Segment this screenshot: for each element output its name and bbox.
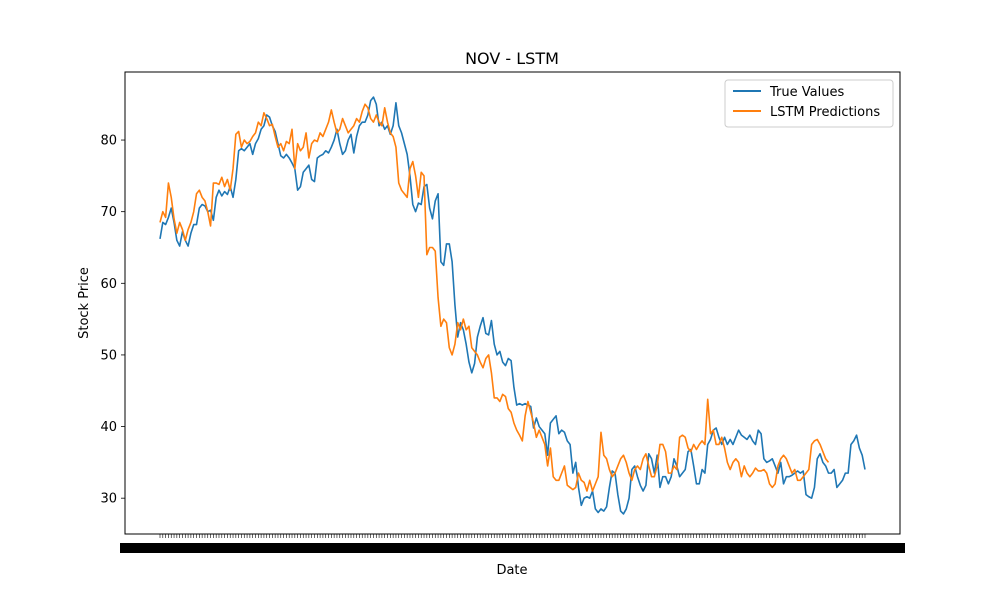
x-axis-ticks — [120, 534, 905, 553]
series-line-lstm-predictions — [159, 103, 830, 492]
series-line-true-values — [159, 96, 866, 515]
legend-label-true-values: True Values — [769, 85, 844, 100]
plot-frame — [124, 71, 901, 535]
y-axis-label: Stock Price — [77, 267, 92, 339]
x-tick-labels-overlap — [120, 543, 905, 553]
legend-label-lstm-predictions: LSTM Predictions — [770, 105, 880, 120]
series-layer — [159, 96, 866, 515]
y-tick-label: 80 — [100, 134, 117, 149]
y-axis-ticks: 30 40 50 60 70 80 — [100, 134, 125, 507]
y-tick-label: 60 — [100, 277, 117, 292]
chart-title: NOV - LSTM — [465, 49, 559, 68]
legend: True Values LSTM Predictions — [724, 79, 894, 128]
x-axis-label: Date — [496, 563, 527, 578]
plot-area: 30 40 50 60 70 80 — [100, 71, 905, 553]
y-tick-label: 50 — [100, 348, 117, 363]
legend-box — [724, 79, 894, 128]
y-tick-label: 40 — [100, 420, 117, 435]
y-tick-label: 30 — [100, 492, 117, 507]
y-tick-label: 70 — [100, 205, 117, 220]
